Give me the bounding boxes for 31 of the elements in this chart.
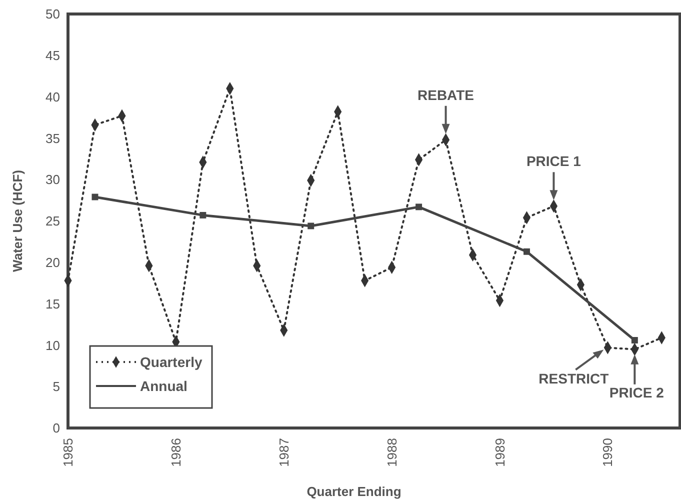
point [416, 204, 422, 210]
y-tick-label: 20 [46, 254, 60, 270]
x-tick-label: 1987 [276, 438, 292, 467]
x-tick-label: 1986 [168, 438, 184, 467]
legend-label: Annual [140, 378, 188, 394]
point [631, 336, 638, 344]
annotation: PRICE 1 [526, 153, 582, 170]
point [308, 222, 314, 230]
point [92, 194, 98, 200]
annotation: RESTRICT [538, 370, 610, 387]
y-tick-label: 35 [46, 130, 60, 146]
y-tick-label: 0 [52, 420, 60, 436]
annotation: REBATE [418, 86, 474, 103]
y-tick-label: 50 [46, 6, 60, 22]
annotation: PRICE 2 [609, 384, 664, 400]
x-tick-label: 1988 [384, 438, 400, 467]
y-tick-label: 40 [46, 89, 60, 104]
point [200, 212, 206, 218]
y-tick-label: 45 [46, 48, 60, 63]
x-axis-title: Quarter Ending [306, 484, 402, 499]
y-tick-label: 25 [46, 214, 60, 229]
legend-label: Quarterly [140, 354, 202, 370]
y-tick-label: 15 [46, 296, 60, 312]
y-tick-label: 30 [46, 172, 60, 188]
point [523, 248, 530, 255]
y-tick-label: 10 [46, 338, 60, 353]
x-tick-label: 1990 [600, 438, 616, 467]
x-tick-label: 1985 [60, 438, 76, 467]
y-axis-title: Water Use (HCF) [10, 170, 25, 272]
y-tick-label: 5 [52, 379, 60, 394]
x-tick-label: 1989 [492, 438, 508, 467]
